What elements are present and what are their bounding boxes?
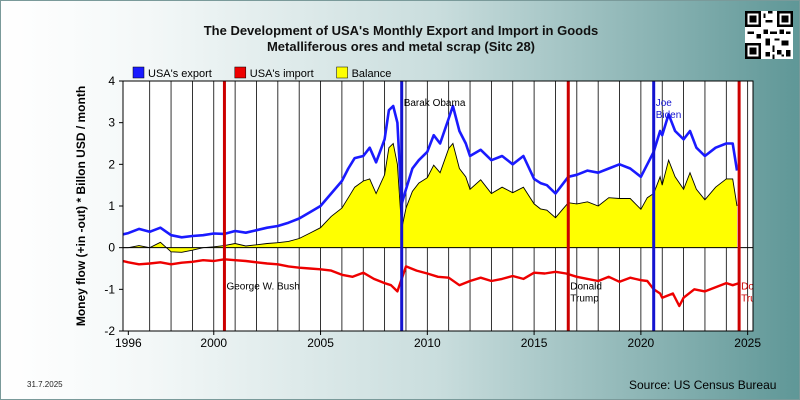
date-stamp: 31.7.2025 — [27, 380, 63, 389]
president-label: Joe — [656, 98, 673, 109]
x-tick-label: 2025 — [734, 336, 761, 350]
president-label: Trump — [570, 293, 599, 304]
legend-swatch — [336, 66, 348, 79]
import-line — [123, 258, 740, 308]
president-label: Trump — [741, 293, 770, 304]
legend-swatch — [234, 66, 247, 79]
legend-label: USA's export — [148, 68, 212, 80]
y-tick-label: 2 — [108, 157, 115, 171]
y-tick-label: 0 — [108, 241, 115, 255]
x-tick-label: 2005 — [307, 336, 334, 350]
y-tick-label: -2 — [104, 324, 115, 338]
export-line — [123, 104, 739, 239]
x-tick-label: 2000 — [200, 336, 227, 350]
x-tick-label: 2015 — [521, 336, 548, 350]
source-note: Source: US Census Bureau — [629, 378, 777, 392]
x-tick-label: 2010 — [414, 336, 441, 350]
y-tick-label: 1 — [108, 199, 115, 213]
chart-title: The Development of USA's Monthly Export … — [203, 23, 599, 38]
y-tick-label: 4 — [108, 74, 115, 88]
qr-code-icon — [745, 11, 793, 59]
president-label: George W. Bush — [226, 281, 299, 292]
x-tick-label: 2020 — [628, 336, 655, 350]
president-label: Donald — [741, 281, 773, 292]
y-tick-label: 3 — [108, 116, 115, 130]
y-axis-label: Money flow (+in -out) * Billon USD / mon… — [74, 86, 88, 326]
chart-subtitle: Metalliferous ores and metal scrap (Sitc… — [266, 39, 536, 54]
balance-area — [123, 143, 737, 253]
y-tick-label: -1 — [104, 282, 115, 296]
legend-label: Balance — [352, 68, 392, 80]
president-label: Biden — [656, 110, 682, 121]
legend-label: USA's import — [250, 68, 314, 80]
president-label: Donald — [570, 281, 602, 292]
legend-swatch — [132, 66, 145, 79]
president-label: Barak Obama — [404, 98, 466, 109]
balance-line — [123, 142, 738, 253]
x-tick-label: 1996 — [115, 336, 142, 350]
